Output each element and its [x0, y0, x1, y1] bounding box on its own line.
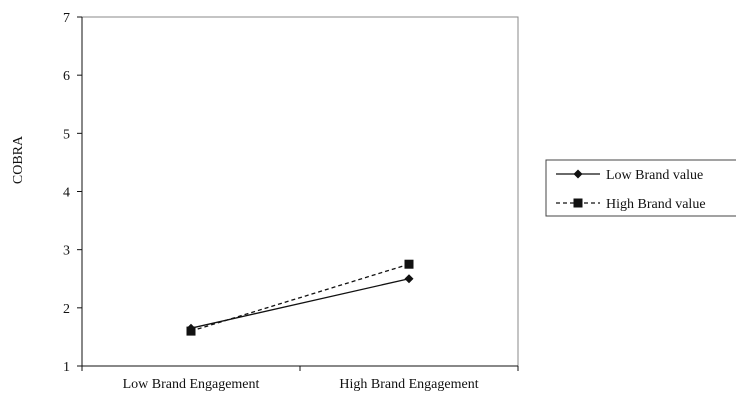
x-tick-label: Low Brand Engagement [123, 377, 260, 392]
legend-marker [573, 198, 583, 208]
y-tick-label: 1 [63, 360, 70, 375]
plot-frame [81, 16, 519, 367]
y-tick-label: 2 [63, 302, 70, 317]
y-tick-label: 4 [63, 186, 70, 201]
data-point [186, 326, 196, 336]
legend-label: Low Brand value [606, 168, 703, 183]
x-tick-label: High Brand Engagement [339, 377, 478, 392]
y-tick-label: 6 [63, 69, 70, 84]
legend: Low Brand value High Brand value [545, 159, 736, 217]
y-tick-label: 3 [63, 244, 70, 259]
x-axis: Low Brand Engagement High Brand Engagemen… [81, 365, 519, 392]
series-layer [186, 259, 414, 336]
data-point [404, 259, 414, 269]
y-axis: 1 2 3 4 5 6 7 [63, 11, 83, 375]
series-line [190, 278, 410, 329]
y-tick-label: 7 [63, 11, 70, 26]
y-axis-label: COBRA [11, 135, 26, 184]
legend-label: High Brand value [606, 197, 706, 212]
plot-area [81, 16, 519, 367]
y-tick-label: 5 [63, 127, 70, 142]
data-point [404, 274, 414, 284]
series-2 [186, 259, 414, 336]
series-1 [186, 274, 414, 333]
legend-marker [573, 169, 583, 179]
series-line [190, 263, 410, 332]
